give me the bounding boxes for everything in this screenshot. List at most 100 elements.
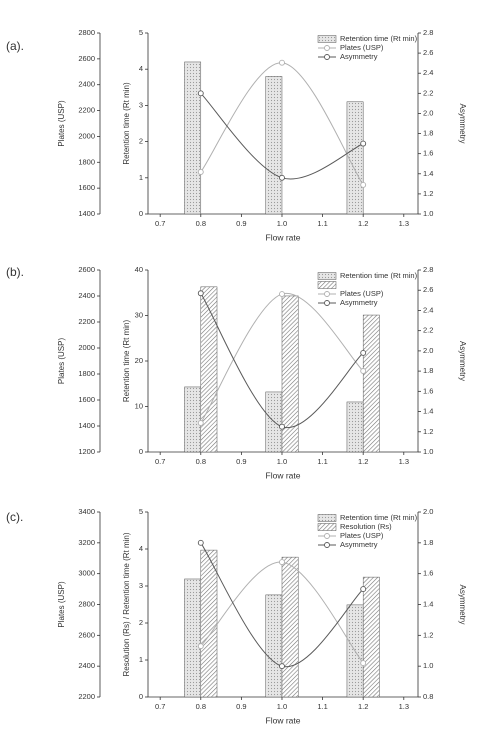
y-tick-label: 3	[139, 100, 143, 109]
point	[279, 559, 285, 566]
point	[279, 291, 285, 297]
y3-tick-label: 1600	[78, 183, 95, 192]
y3-tick-label: 2600	[78, 265, 95, 274]
x-tick-label: 0.9	[236, 219, 246, 228]
point	[279, 423, 285, 430]
x-tick-label: 0.7	[155, 702, 165, 711]
y3-tick-label: 3000	[78, 569, 95, 578]
y3-tick-label: 2200	[78, 692, 95, 701]
y2-tick-label: 2.2	[423, 326, 433, 335]
y2-tick-label: 2.0	[423, 108, 433, 117]
y2-tick-label: 2.4	[423, 68, 433, 77]
point	[360, 586, 367, 593]
y3-axis-label: Plates (USP)	[57, 338, 66, 385]
bar	[265, 76, 283, 215]
bar	[200, 286, 218, 453]
panel-label: (b).	[6, 265, 24, 279]
x-tick-label: 1.1	[317, 457, 327, 466]
x-tick-label: 0.7	[155, 219, 165, 228]
y3-tick-label: 3400	[78, 507, 95, 516]
point	[197, 169, 204, 175]
y3-tick-label: 2800	[78, 28, 95, 37]
y2-tick-label: 1.4	[423, 407, 433, 416]
bar	[281, 556, 299, 698]
bar	[265, 594, 283, 698]
bar	[362, 576, 380, 698]
y2-tick-label: 2.8	[423, 28, 433, 37]
legend-label: Plates (USP)	[340, 43, 384, 52]
x-tick-label: 0.9	[236, 457, 246, 466]
y2-tick-label: 1.0	[423, 209, 433, 218]
y3-tick-label: 1600	[78, 395, 95, 404]
legend-swatch	[317, 523, 337, 531]
y-tick-label: 5	[139, 28, 143, 37]
y2-tick-label: 2.4	[423, 305, 433, 314]
bar	[346, 101, 364, 215]
x-axis-label: Flow rate	[266, 470, 301, 480]
y2-axis-label: Asymmetry	[458, 585, 467, 625]
y3-tick-label: 2600	[78, 54, 95, 63]
point	[360, 181, 367, 188]
y2-tick-label: 2.6	[423, 48, 433, 57]
y-tick-label: 1	[139, 173, 143, 182]
point	[360, 660, 367, 667]
legend-label: Retention time (Rt min)	[340, 271, 418, 280]
x-tick-label: 0.8	[196, 702, 206, 711]
y2-tick-label: 2.0	[423, 507, 433, 516]
y3-tick-label: 2600	[78, 630, 95, 639]
legend-swatch	[324, 45, 330, 51]
legend-swatch	[324, 300, 330, 306]
legend-label: Asymmetry	[340, 540, 378, 549]
y2-tick-label: 1.8	[423, 538, 433, 547]
y3-tick-label: 1800	[78, 369, 95, 378]
y2-tick-label: 1.4	[423, 599, 433, 608]
legend-swatch	[324, 533, 330, 539]
y2-tick-label: 1.2	[423, 189, 433, 198]
y2-tick-label: 1.0	[423, 661, 433, 670]
y3-tick-label: 2000	[78, 131, 95, 140]
y-tick-label: 1	[139, 655, 143, 664]
y3-tick-label: 2200	[78, 106, 95, 115]
x-tick-label: 1.1	[317, 702, 327, 711]
legend-swatch	[317, 35, 337, 43]
y-tick-label: 3	[139, 581, 143, 590]
y2-tick-label: 2.6	[423, 285, 433, 294]
point	[279, 59, 285, 66]
y-tick-label: 10	[135, 401, 143, 410]
x-tick-label: 0.8	[196, 219, 206, 228]
y2-tick-label: 1.6	[423, 386, 433, 395]
legend-swatch	[324, 291, 330, 297]
y3-tick-label: 1400	[78, 421, 95, 430]
y2-axis-label: Asymmetry	[458, 104, 467, 144]
bar	[362, 314, 380, 453]
y-tick-label: 30	[135, 310, 143, 319]
y-axis-label: Retention time (Rt min)	[122, 82, 131, 165]
y3-tick-label: 1200	[78, 447, 95, 456]
y2-tick-label: 1.6	[423, 149, 433, 158]
y2-tick-label: 1.6	[423, 569, 433, 578]
point	[197, 539, 204, 546]
y-axis-label: Retention time (Rt min)	[122, 320, 131, 403]
legend-label: Asymmetry	[340, 52, 378, 61]
axis-line	[147, 33, 419, 215]
panel-label: (a).	[6, 39, 24, 53]
y3-axis-label: Plates (USP)	[57, 581, 66, 628]
y3-tick-label: 2000	[78, 343, 95, 352]
y3-tick-label: 2400	[78, 80, 95, 89]
bar	[281, 295, 299, 453]
y-tick-label: 0	[139, 209, 143, 218]
y-tick-label: 5	[139, 507, 143, 516]
y2-tick-label: 2.0	[423, 346, 433, 355]
x-tick-label: 1.3	[399, 219, 409, 228]
y2-tick-label: 2.8	[423, 265, 433, 274]
point	[360, 368, 367, 374]
point	[197, 290, 204, 297]
y-tick-label: 2	[139, 137, 143, 146]
point	[360, 140, 367, 147]
point	[197, 643, 204, 650]
y2-tick-label: 0.8	[423, 692, 433, 701]
y-tick-label: 40	[135, 265, 143, 274]
y2-tick-label: 1.4	[423, 169, 433, 178]
x-tick-label: 1.0	[277, 702, 287, 711]
